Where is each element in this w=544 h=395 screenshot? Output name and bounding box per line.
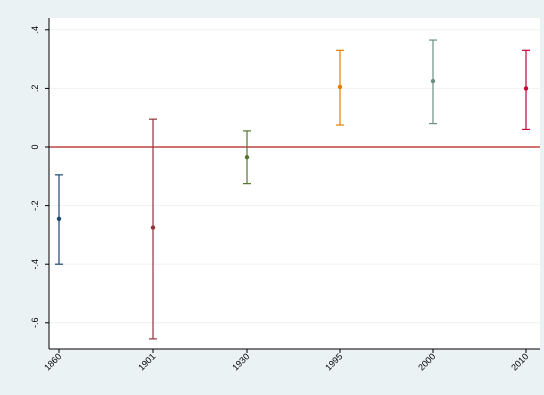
- point-estimate: [430, 78, 436, 84]
- ci-group-2010: [522, 49, 530, 131]
- point-estimate: [523, 86, 529, 91]
- gridlines: [49, 29, 540, 324]
- estimates-series: [55, 39, 530, 340]
- y-tick-label: .2: [30, 85, 40, 93]
- ci-group-1860: [55, 174, 63, 265]
- point-estimate: [244, 155, 250, 160]
- y-tick-label: .4: [30, 26, 40, 34]
- axes: [48, 18, 540, 350]
- y-ticks: -.6 -.4 -.2 0 .2 .4: [30, 26, 49, 328]
- ci-group-1901: [149, 118, 157, 340]
- point-estimate: [150, 225, 156, 230]
- point-estimate: [337, 84, 343, 90]
- ci-group-2000: [429, 39, 437, 125]
- y-tick-label: 0: [30, 144, 40, 149]
- y-tick-label: -.6: [30, 318, 40, 329]
- y-tick-label: -.2: [30, 200, 40, 211]
- point-estimate: [56, 216, 62, 221]
- ci-group-1930: [243, 130, 251, 185]
- y-tick-label: -.4: [30, 259, 40, 270]
- ci-group-1995: [336, 49, 344, 126]
- plot-area: [49, 18, 540, 349]
